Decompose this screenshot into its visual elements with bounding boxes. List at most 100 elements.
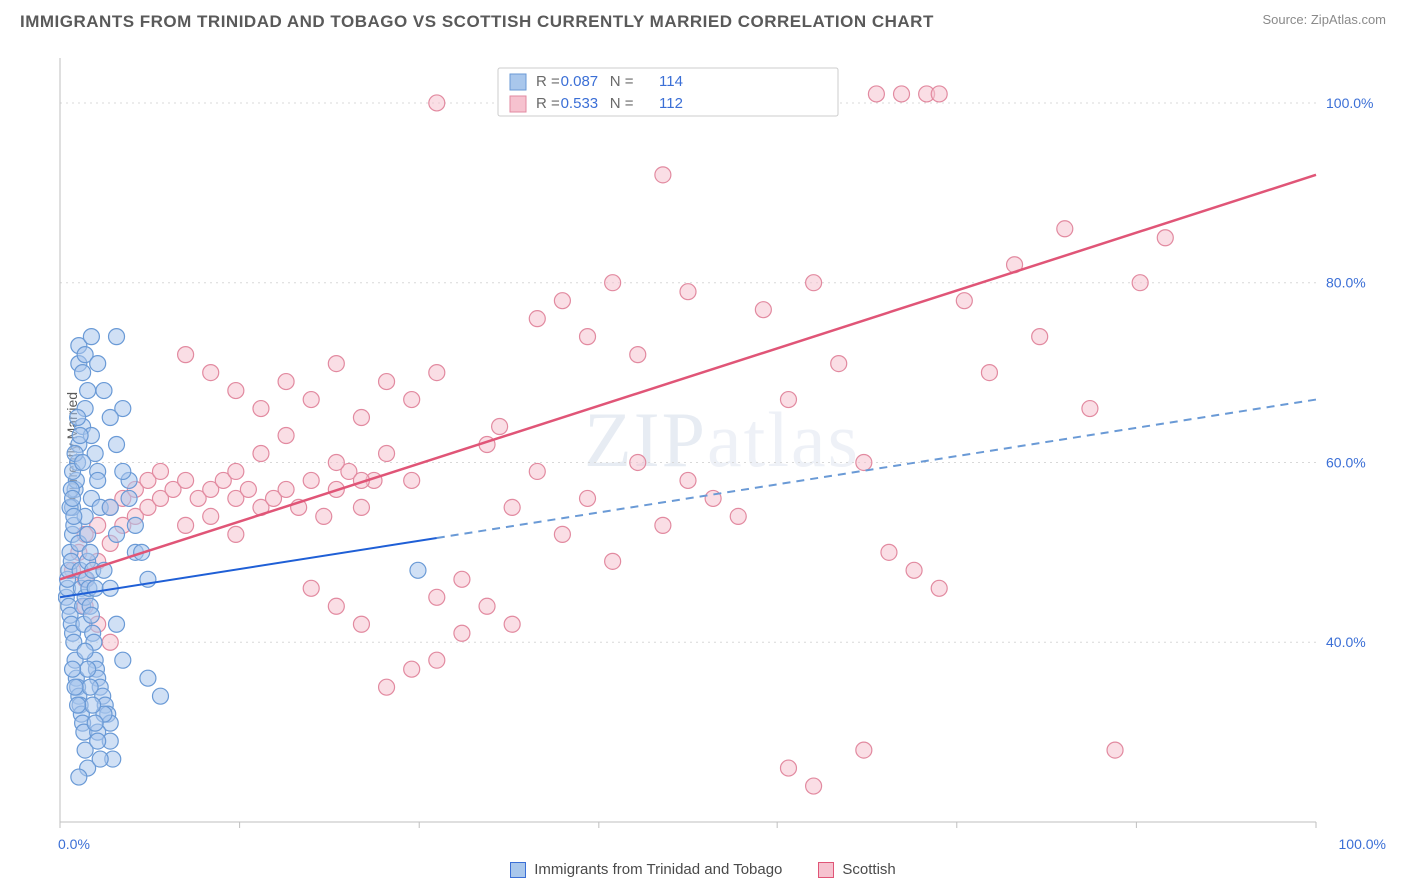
data-point (102, 634, 118, 650)
data-point (981, 365, 997, 381)
data-point (429, 95, 445, 111)
svg-text:R =: R = (536, 95, 560, 112)
data-point (102, 499, 118, 515)
data-point (881, 544, 897, 560)
data-point (353, 499, 369, 515)
data-point (228, 383, 244, 399)
data-point (240, 481, 256, 497)
data-point (90, 733, 106, 749)
data-point (404, 661, 420, 677)
data-point (87, 715, 103, 731)
data-point (65, 490, 81, 506)
data-point (605, 553, 621, 569)
svg-text:112: 112 (659, 95, 683, 112)
svg-text:114: 114 (659, 73, 683, 90)
data-point (109, 526, 125, 542)
data-point (1057, 221, 1073, 237)
data-point (655, 517, 671, 533)
legend-item-scottish: Scottish (818, 861, 895, 878)
data-point (109, 329, 125, 345)
data-point (70, 410, 86, 426)
data-point (554, 293, 570, 309)
data-point (96, 383, 112, 399)
data-point (492, 419, 508, 435)
data-point (82, 679, 98, 695)
data-point (529, 463, 545, 479)
data-point (353, 410, 369, 426)
data-point (121, 490, 137, 506)
data-point (529, 311, 545, 327)
data-point (85, 697, 101, 713)
data-point (82, 544, 98, 560)
data-point (115, 463, 131, 479)
data-point (479, 598, 495, 614)
data-point (806, 778, 822, 794)
bottom-legend: Immigrants from Trinidad and Tobago Scot… (0, 861, 1406, 878)
data-point (630, 454, 646, 470)
data-point (65, 661, 81, 677)
data-point (109, 436, 125, 452)
data-point (630, 347, 646, 363)
data-point (1082, 401, 1098, 417)
data-point (75, 454, 91, 470)
data-point (83, 329, 99, 345)
chart-area: ZIPatlas 40.0%60.0%80.0%100.0%R = 0.087 … (58, 48, 1386, 832)
data-point (109, 616, 125, 632)
data-point (429, 652, 445, 668)
svg-text:N =: N = (610, 73, 634, 90)
data-point (203, 365, 219, 381)
data-point (152, 688, 168, 704)
data-point (70, 697, 86, 713)
data-point (87, 580, 103, 596)
data-point (680, 472, 696, 488)
data-point (83, 607, 99, 623)
data-point (580, 329, 596, 345)
svg-text:0.087: 0.087 (561, 73, 599, 90)
data-point (77, 643, 93, 659)
legend-label: Immigrants from Trinidad and Tobago (534, 861, 782, 878)
data-point (379, 374, 395, 390)
data-point (92, 751, 108, 767)
data-point (140, 670, 156, 686)
data-point (554, 526, 570, 542)
data-point (328, 454, 344, 470)
data-point (454, 625, 470, 641)
data-point (379, 679, 395, 695)
data-point (278, 374, 294, 390)
data-point (856, 454, 872, 470)
data-point (931, 580, 947, 596)
data-point (906, 562, 922, 578)
svg-text:R =: R = (536, 73, 560, 90)
x-axis-min-label: 0.0% (58, 836, 90, 852)
y-tick-label: 60.0% (1326, 454, 1366, 470)
data-point (253, 401, 269, 417)
legend-item-trinidad: Immigrants from Trinidad and Tobago (510, 861, 782, 878)
data-point (894, 86, 910, 102)
x-axis-max-label: 100.0% (1339, 836, 1386, 852)
data-point (379, 445, 395, 461)
data-point (831, 356, 847, 372)
data-point (303, 580, 319, 596)
data-point (80, 526, 96, 542)
data-point (410, 562, 426, 578)
data-point (178, 517, 194, 533)
legend-label: Scottish (842, 861, 895, 878)
data-point (1132, 275, 1148, 291)
correlation-legend: R = 0.087 N = 114R = 0.533 N = 112 (498, 68, 838, 116)
data-point (404, 392, 420, 408)
data-point (66, 508, 82, 524)
data-point (956, 293, 972, 309)
svg-text:0.533: 0.533 (561, 95, 599, 112)
data-point (90, 472, 106, 488)
data-point (931, 86, 947, 102)
data-point (253, 445, 269, 461)
data-point (316, 508, 332, 524)
data-point (1032, 329, 1048, 345)
data-point (278, 481, 294, 497)
data-point (504, 616, 520, 632)
data-point (1107, 742, 1123, 758)
data-point (203, 508, 219, 524)
chart-title: IMMIGRANTS FROM TRINIDAD AND TOBAGO VS S… (20, 12, 934, 32)
data-point (127, 517, 143, 533)
scatter-plot: 40.0%60.0%80.0%100.0%R = 0.087 N = 114R … (58, 48, 1386, 832)
